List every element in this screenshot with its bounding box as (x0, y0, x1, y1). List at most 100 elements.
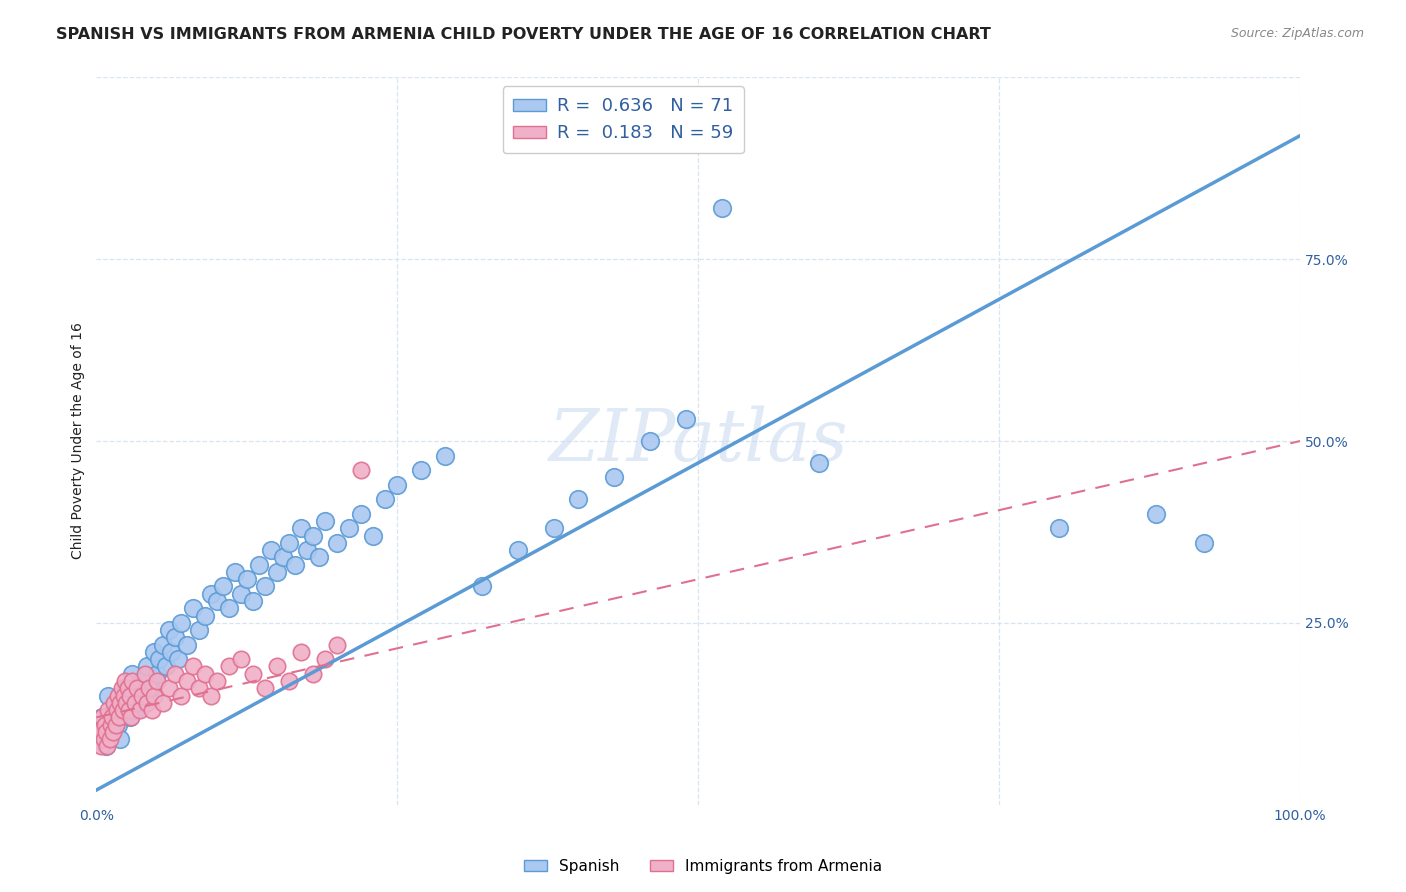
Point (1192, 536, 1215, 550)
Point (567, 492, 589, 507)
Point (128, 703, 150, 717)
Point (101, 710, 124, 724)
Point (145, 673, 167, 688)
Point (471, 579, 494, 593)
Point (260, 543, 283, 558)
Point (308, 550, 330, 565)
Point (200, 587, 222, 601)
Point (290, 521, 312, 535)
Point (218, 601, 240, 615)
Point (350, 463, 373, 477)
Point (326, 536, 349, 550)
Point (271, 550, 294, 565)
Legend: R =  0.636   N = 71, R =  0.183   N = 59: R = 0.636 N = 71, R = 0.183 N = 59 (503, 87, 744, 153)
Point (295, 543, 318, 558)
Point (111, 681, 134, 696)
Point (187, 681, 209, 696)
Y-axis label: Child Poverty Under the Age of 16: Child Poverty Under the Age of 16 (72, 323, 86, 559)
Point (1049, 521, 1071, 535)
Point (110, 732, 132, 747)
Point (103, 703, 125, 717)
Point (350, 507, 373, 521)
Point (675, 412, 697, 426)
Point (160, 645, 183, 659)
Point (131, 689, 153, 703)
Point (138, 681, 160, 696)
Point (94, 739, 117, 754)
Point (506, 543, 529, 558)
Point (211, 579, 233, 593)
Point (181, 601, 204, 615)
Point (143, 645, 166, 659)
Point (411, 463, 433, 477)
Text: Source: ZipAtlas.com: Source: ZipAtlas.com (1230, 27, 1364, 40)
Point (115, 696, 138, 710)
Point (638, 434, 661, 448)
Point (107, 689, 129, 703)
Point (118, 703, 141, 717)
Point (115, 681, 138, 696)
Point (229, 652, 252, 666)
Point (205, 594, 228, 608)
Point (127, 689, 149, 703)
Point (387, 477, 409, 491)
Point (266, 565, 288, 579)
Point (91, 710, 114, 724)
Point (96, 739, 118, 754)
Point (120, 710, 142, 724)
Point (104, 717, 127, 731)
Point (87, 725, 110, 739)
Legend: Spanish, Immigrants from Armenia: Spanish, Immigrants from Armenia (517, 853, 889, 880)
Point (145, 666, 167, 681)
Point (543, 521, 565, 535)
Point (169, 689, 191, 703)
Point (253, 579, 276, 593)
Point (194, 666, 217, 681)
Point (155, 659, 177, 673)
Point (167, 652, 190, 666)
Point (229, 587, 252, 601)
Point (121, 673, 143, 688)
Point (253, 681, 276, 696)
Point (266, 659, 288, 673)
Point (194, 608, 217, 623)
Point (117, 681, 139, 696)
Point (97, 689, 120, 703)
Point (100, 717, 122, 731)
Point (361, 528, 384, 542)
Point (314, 652, 336, 666)
Point (94, 717, 117, 731)
Point (98, 732, 121, 747)
Point (1144, 507, 1167, 521)
Point (247, 558, 270, 572)
Point (169, 615, 191, 630)
Point (97, 703, 120, 717)
Point (103, 696, 125, 710)
Point (163, 631, 186, 645)
Point (326, 638, 349, 652)
Point (284, 558, 307, 572)
Point (120, 710, 142, 724)
Point (302, 666, 325, 681)
Point (111, 703, 134, 717)
Point (111, 696, 134, 710)
Point (148, 652, 170, 666)
Point (278, 673, 301, 688)
Point (93, 732, 115, 747)
Point (107, 717, 129, 731)
Point (103, 725, 125, 739)
Point (434, 449, 457, 463)
Point (124, 703, 146, 717)
Point (218, 659, 240, 673)
Point (135, 659, 157, 673)
Point (181, 659, 204, 673)
Point (121, 666, 143, 681)
Point (143, 689, 166, 703)
Point (112, 689, 135, 703)
Point (120, 689, 142, 703)
Point (139, 681, 162, 696)
Point (302, 528, 325, 542)
Point (124, 696, 146, 710)
Point (105, 703, 128, 717)
Point (176, 638, 198, 652)
